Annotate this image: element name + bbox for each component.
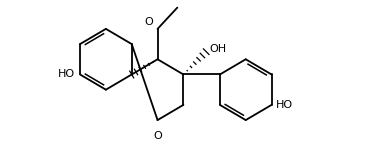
Text: OH: OH [210, 44, 227, 54]
Text: HO: HO [276, 100, 293, 110]
Text: O: O [153, 131, 162, 141]
Text: HO: HO [58, 69, 76, 79]
Text: O: O [144, 17, 153, 27]
